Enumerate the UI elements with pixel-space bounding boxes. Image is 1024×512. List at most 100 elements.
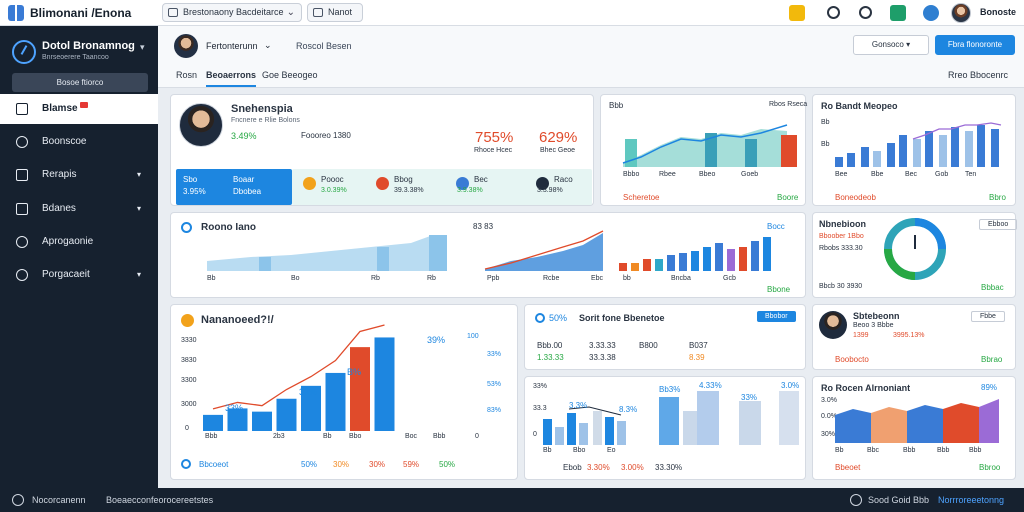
- header-user-name[interactable]: Fertonterunn: [206, 41, 258, 51]
- chevron-down-icon[interactable]: ⌄: [264, 40, 272, 50]
- card-title: Sorit fone Bbenetoe: [579, 313, 665, 323]
- footer-value: 30%: [369, 460, 386, 469]
- refresh-icon[interactable]: [859, 6, 872, 19]
- top-bar: Blimonani /Enona Brestonaony Bacdeitarce…: [0, 0, 1024, 26]
- bar-mark[interactable]: [325, 372, 346, 431]
- grouped-bar-card: 33% 33.3 0 3.3% 8.3% Bb3% 4.33% 33% 3.0%…: [524, 376, 806, 480]
- footer-value: 50%: [301, 460, 318, 469]
- table-icon: [16, 169, 28, 181]
- sidebar-item-boonscoe[interactable]: Boonscoe: [0, 127, 158, 157]
- card-sub: Rbobs 333.30: [819, 245, 863, 252]
- metric-label: Bhec Geoe: [540, 147, 576, 154]
- note-icon[interactable]: [789, 5, 805, 21]
- bar-mark: [925, 131, 933, 167]
- axis-label: Gob: [935, 171, 949, 178]
- data-label: B%: [347, 367, 362, 377]
- header-right-link[interactable]: Rreo Bbocenrc: [947, 70, 1008, 80]
- card-title: Bbb: [609, 101, 624, 110]
- browser-tab-2[interactable]: Nanot: [307, 3, 363, 22]
- summary-value: B800: [639, 341, 658, 350]
- help-icon[interactable]: [850, 494, 862, 506]
- user-avatar[interactable]: [951, 3, 971, 23]
- y-axis-label: 3330: [181, 337, 197, 344]
- tab-rosn[interactable]: Rosn: [176, 70, 198, 80]
- chevron-down-icon[interactable]: ▾: [140, 42, 145, 52]
- sidebar-item-blamse[interactable]: Blamse: [0, 94, 158, 124]
- x-axis-label: Bbb: [969, 447, 982, 454]
- right-axis-label: 100: [467, 333, 479, 340]
- bar-mark[interactable]: [350, 347, 370, 431]
- axis-label: Gcb: [723, 275, 736, 282]
- workspace-selector[interactable]: Bosoe ftiorco: [12, 73, 148, 92]
- ribbon-chart: [835, 399, 999, 443]
- y-axis-label: 30%: [821, 431, 836, 438]
- donut-button[interactable]: Ebboo: [979, 219, 1018, 230]
- kpi-title: Boaar: [233, 175, 255, 184]
- avatar: [179, 103, 223, 147]
- right-axis-label: 33%: [487, 351, 502, 358]
- bar-mark[interactable]: [374, 337, 395, 431]
- ribbon-segment: [871, 407, 907, 443]
- chevron-down-icon[interactable]: ⌄: [286, 7, 295, 18]
- metric-label: Rhoce Hcec: [474, 147, 513, 154]
- chevron-down-icon: ▾: [137, 270, 142, 279]
- sidebar-item-rerapis[interactable]: Rerapis ▾: [0, 160, 158, 190]
- bar-mark[interactable]: [301, 385, 321, 431]
- card-button[interactable]: Bbobor: [757, 311, 796, 322]
- trend-line: [912, 122, 1002, 140]
- kpi-title: Bec: [474, 175, 488, 184]
- summary-sub: 8.39: [689, 353, 705, 362]
- card-value: Bocc: [767, 222, 785, 231]
- kpi-value: 3.95%: [183, 187, 206, 196]
- bar-mark: [567, 413, 576, 445]
- y-axis-label: 33.3: [533, 405, 547, 412]
- trophy-icon: [181, 314, 194, 327]
- search-icon[interactable]: [827, 6, 840, 19]
- right-axis-label: 0: [475, 433, 479, 440]
- sidebar-item-aprogaonie[interactable]: Aprogaonie: [0, 227, 158, 257]
- card-footer-right: Boore: [777, 193, 799, 202]
- status-icon: [12, 494, 24, 506]
- app-icon[interactable]: [890, 5, 906, 21]
- card-button[interactable]: Fbbe: [971, 311, 1005, 322]
- donut-card: Nbnebioon Bboober 1Bbo Rbobs 333.30 Ebbo…: [812, 212, 1018, 298]
- user-name[interactable]: Bonoste: [980, 7, 1016, 17]
- info-icon: [535, 313, 545, 323]
- data-label: 33%: [225, 403, 244, 413]
- trend-line: [484, 230, 604, 270]
- metric-value: 629%: [539, 129, 578, 146]
- status-bar: Nocorcanenn Boeaecconfeorocereetstes Soo…: [0, 488, 1024, 512]
- profile-button[interactable]: Foooreo 1380: [301, 131, 351, 140]
- right-axis-label: 83%: [487, 407, 502, 414]
- x-axis-label: Bbb: [937, 447, 950, 454]
- bar-mark[interactable]: [227, 408, 248, 431]
- card-footer: Boobocto: [835, 355, 869, 364]
- status-link[interactable]: Norrroreeetonng: [938, 495, 1005, 505]
- status-middle: Boeaecconfeorocereetstes: [106, 495, 214, 505]
- axis-label: Rb: [371, 275, 380, 282]
- bar-mark: [697, 391, 719, 445]
- primary-button[interactable]: Fbra flonoronte: [935, 35, 1015, 55]
- bar-mark: [715, 243, 723, 271]
- sidebar-item-porgacaeit[interactable]: Porgacaeit ▾: [0, 260, 158, 290]
- avatar[interactable]: [174, 34, 198, 58]
- browser-tab-1[interactable]: Brestonaony Bacdeitarce ⌄: [162, 3, 302, 22]
- chevron-down-icon: ▾: [137, 204, 142, 213]
- header-link[interactable]: Roscol Besen: [296, 41, 352, 51]
- page-header: Fertonterunn ⌄ Roscol Besen Gonsoco ▾ Fb…: [158, 26, 1024, 88]
- summary-sub: 33.3.38: [589, 353, 616, 362]
- bar-mark: [965, 131, 973, 167]
- kpi-title: Bbog: [394, 175, 413, 184]
- globe-icon[interactable]: [923, 5, 939, 21]
- sidebar-item-bdanes[interactable]: Bdanes ▾: [0, 194, 158, 224]
- tab-beoaerrons[interactable]: Beoaerrons: [206, 70, 257, 87]
- filter-select[interactable]: Gonsoco ▾: [853, 35, 929, 55]
- bar-mark[interactable]: [252, 411, 272, 431]
- bar-mark[interactable]: [276, 398, 297, 431]
- bar-mark[interactable]: [203, 414, 223, 431]
- axis-label: Bee: [835, 171, 848, 178]
- bar-mark: [873, 151, 881, 167]
- user-summary-card: Sbtebeonn Beoo 3 Bbbe 1399 3995.13% Fbbe…: [812, 304, 1016, 370]
- kpi-highlight[interactable]: [176, 169, 292, 205]
- tab-goe-beeogeo[interactable]: Goe Beeogeo: [262, 70, 318, 80]
